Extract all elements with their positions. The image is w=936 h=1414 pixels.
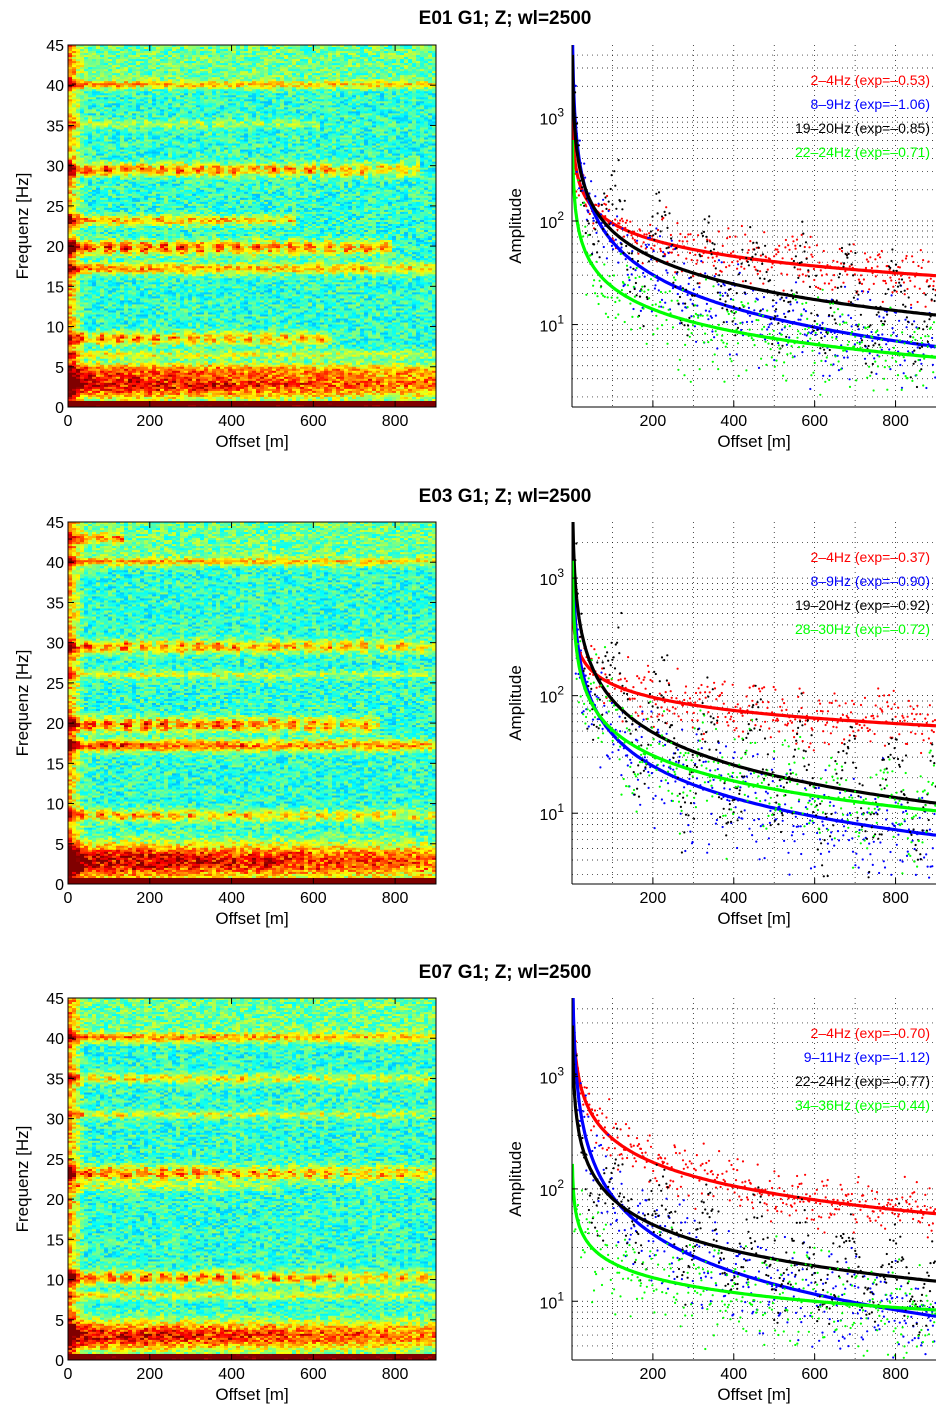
spectrogram-image [68, 45, 437, 408]
